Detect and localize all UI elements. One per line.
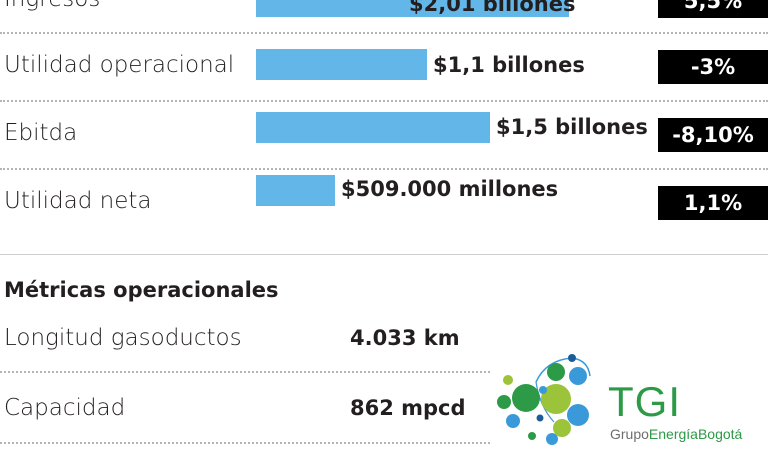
category-label-ebitda: Ebitda [4, 120, 78, 146]
value-label-ingresos: $2,01 billones [409, 0, 576, 16]
tgi-wordmark: TGI [608, 378, 681, 425]
category-label-ingresos: Ingresos [4, 0, 100, 12]
change-badge-utilidad-operacional: -3% [658, 50, 768, 84]
metrics-title: Métricas operacionales [4, 278, 279, 302]
value-label-ebitda: $1,5 billones [496, 115, 648, 139]
change-badge-ebitda: -8,10% [658, 118, 768, 152]
change-badge-ingresos: 5,5% [658, 0, 768, 18]
change-badge-utilidad-neta: 1,1% [658, 186, 768, 220]
metric-label-capacidad: Capacidad [4, 395, 126, 421]
bar-ingresos [256, 0, 569, 17]
metric-value-longitud: 4.033 km [350, 326, 460, 350]
tgi-dots-icon [497, 354, 591, 445]
section-divider [0, 254, 768, 255]
row-divider [0, 442, 490, 444]
bar-ebitda [256, 112, 490, 143]
bar-utilidad-operacional [256, 49, 427, 80]
row-divider [0, 100, 768, 102]
tgi-logo: TGI GrupoEnergíaBogotá [496, 352, 766, 458]
tgi-tagline: GrupoEnergíaBogotá [610, 426, 742, 442]
row-divider [0, 371, 490, 373]
metric-value-capacidad: 862 mpcd [350, 396, 466, 420]
category-label-utilidad-neta: Utilidad neta [4, 188, 152, 214]
value-label-utilidad-neta: $509.000 millones [341, 177, 559, 201]
row-divider [0, 32, 768, 34]
tagline-grupo: Grupo [610, 426, 649, 442]
value-label-utilidad-operacional: $1,1 billones [433, 53, 585, 77]
metric-label-longitud: Longitud gasoductos [4, 325, 242, 351]
category-label-utilidad-operacional: Utilidad operacional [4, 52, 235, 78]
row-divider [0, 168, 768, 170]
bar-utilidad-neta [256, 175, 335, 206]
tagline-energia: EnergíaBogotá [648, 426, 743, 442]
